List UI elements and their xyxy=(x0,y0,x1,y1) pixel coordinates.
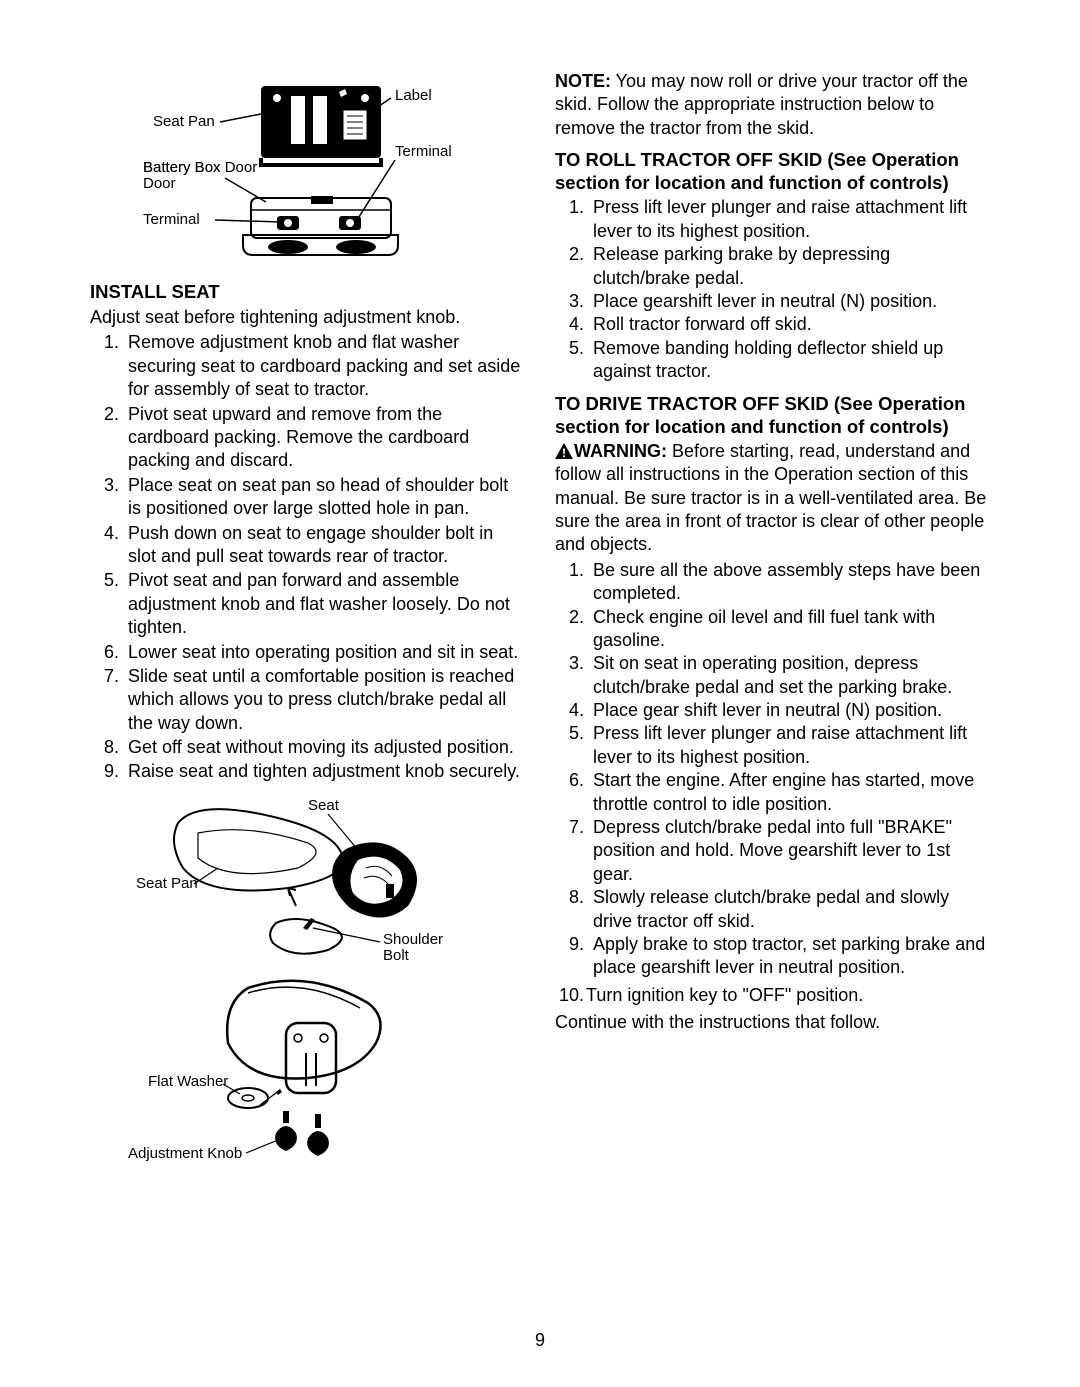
list-item: Press lift lever plunger and raise attac… xyxy=(589,722,990,769)
list-item: Slide seat until a comfortable position … xyxy=(124,665,525,735)
list-item: Get off seat without moving its adjusted… xyxy=(124,736,525,759)
list-item: Check engine oil level and fill fuel tan… xyxy=(589,606,990,653)
note-label: NOTE: xyxy=(555,71,611,91)
list-item: Place gearshift lever in neutral (N) pos… xyxy=(589,290,990,313)
continue-text: Continue with the instructions that foll… xyxy=(555,1011,990,1034)
list-item: Turn ignition key to "OFF" position. xyxy=(555,984,990,1007)
svg-text:!: ! xyxy=(562,446,566,459)
list-item: Roll tractor forward off skid. xyxy=(589,313,990,336)
list-item: Be sure all the above assembly steps hav… xyxy=(589,559,990,606)
list-item: Release parking brake by depressing clut… xyxy=(589,243,990,290)
label-flat-washer: Flat Washer xyxy=(148,1073,228,1090)
diagram-seat-assembly: Seat Seat Pan Shoulder Bolt xyxy=(128,788,488,1168)
label-adjustment-knob: Adjustment Knob xyxy=(128,1145,242,1162)
list-item: Remove banding holding deflector shield … xyxy=(589,337,990,384)
label-label: Label xyxy=(395,87,432,104)
left-column: Seat Pan Battery Box Door Battery Box Do… xyxy=(90,70,525,1178)
warning-paragraph: !WARNING: Before starting, read, underst… xyxy=(555,440,990,557)
install-seat-intro: Adjust seat before tightening adjustment… xyxy=(90,306,525,329)
list-item: Remove adjustment knob and flat washer s… xyxy=(124,331,525,401)
label-terminal-left: Terminal xyxy=(143,211,200,228)
warning-icon: ! xyxy=(555,443,573,459)
label-seat-pan: Seat Pan xyxy=(153,113,215,130)
list-item: Sit on seat in operating position, depre… xyxy=(589,652,990,699)
heading-install-seat: INSTALL SEAT xyxy=(90,280,525,304)
drive-steps: Be sure all the above assembly steps hav… xyxy=(555,559,990,980)
heading-roll-tractor: TO ROLL TRACTOR OFF SKID (See Operation … xyxy=(555,148,990,194)
list-item: Depress clutch/brake pedal into full "BR… xyxy=(589,816,990,886)
list-item: Pivot seat upward and remove from the ca… xyxy=(124,403,525,473)
note-paragraph: NOTE: You may now roll or drive your tra… xyxy=(555,70,990,140)
list-item: Raise seat and tighten adjustment knob s… xyxy=(124,760,525,783)
note-text: You may now roll or drive your tractor o… xyxy=(555,71,968,138)
label-terminal-right: Terminal xyxy=(395,143,452,160)
label-seat: Seat xyxy=(308,797,340,814)
list-item: Apply brake to stop tractor, set parking… xyxy=(589,933,990,980)
install-seat-steps: Remove adjustment knob and flat washer s… xyxy=(90,331,525,783)
right-column: NOTE: You may now roll or drive your tra… xyxy=(555,70,990,1178)
list-item: Lower seat into operating position and s… xyxy=(124,641,525,664)
roll-steps: Press lift lever plunger and raise attac… xyxy=(555,196,990,383)
heading-drive-tractor: TO DRIVE TRACTOR OFF SKID (See Operation… xyxy=(555,392,990,438)
list-item: Push down on seat to engage shoulder bol… xyxy=(124,522,525,569)
label-seat-pan-2: Seat Pan xyxy=(136,875,198,892)
page-number: 9 xyxy=(0,1330,1080,1351)
list-item: Place gear shift lever in neutral (N) po… xyxy=(589,699,990,722)
list-item: Start the engine. After engine has start… xyxy=(589,769,990,816)
svg-text:Bolt: Bolt xyxy=(383,947,410,964)
diagram-battery-box: Seat Pan Battery Box Door Battery Box Do… xyxy=(143,70,473,270)
svg-text:Door: Door xyxy=(143,175,176,192)
page-content: Seat Pan Battery Box Door Battery Box Do… xyxy=(90,70,990,1178)
svg-text:Battery Box: Battery Box xyxy=(143,159,221,176)
svg-text:Shoulder: Shoulder xyxy=(383,931,443,948)
list-item: Press lift lever plunger and raise attac… xyxy=(589,196,990,243)
drive-step-10-list: Turn ignition key to "OFF" position. xyxy=(555,984,990,1007)
list-item: Pivot seat and pan forward and assemble … xyxy=(124,569,525,639)
list-item: Slowly release clutch/brake pedal and sl… xyxy=(589,886,990,933)
warning-label: WARNING: xyxy=(574,441,667,461)
list-item: Place seat on seat pan so head of should… xyxy=(124,474,525,521)
